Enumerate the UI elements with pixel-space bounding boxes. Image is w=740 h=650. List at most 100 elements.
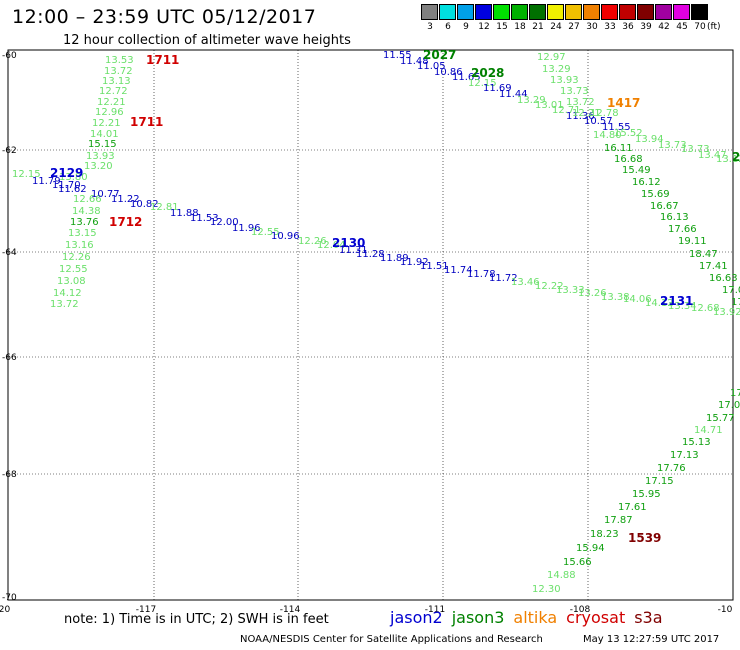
wave-height-value: 13.73 xyxy=(681,144,710,155)
colorbar-label: 39 xyxy=(640,22,652,32)
wave-height-value: 12.55 xyxy=(251,227,280,238)
wave-height-value: 13.93 xyxy=(86,151,115,162)
footer-credit: NOAA/NESDIS Center for Satellite Applica… xyxy=(240,634,543,645)
wave-height-value: 13.12 xyxy=(716,154,740,165)
wave-height-value: 14.01 xyxy=(90,129,119,140)
wave-height-value: 15.52 xyxy=(614,128,643,139)
wave-height-value: 12.30 xyxy=(532,584,561,595)
wave-height-value: 15.94 xyxy=(576,543,605,554)
colorbar-label: 36 xyxy=(622,22,634,32)
wave-height-value: 14.12 xyxy=(645,298,674,309)
wave-height-value: 12.68 xyxy=(691,303,720,314)
wave-height-value: 10.96 xyxy=(271,231,300,242)
pass-time-label: 2130 xyxy=(332,236,365,250)
wave-height-value: 15.66 xyxy=(563,557,592,568)
wave-height-value: 13.34 xyxy=(668,301,697,312)
wave-height-value: 17.15 xyxy=(645,476,674,487)
wave-height-value: 17.76 xyxy=(657,463,686,474)
wave-height-value: 12.97 xyxy=(537,52,566,63)
wave-height-value: 10.82 xyxy=(130,199,159,210)
wave-height-value: 12.00 xyxy=(210,217,239,228)
colorbar-label: 70 xyxy=(694,22,706,32)
wave-height-value: 11.78 xyxy=(467,269,496,280)
colorbar-unit: (ft) xyxy=(707,22,721,32)
pass-time-label: 2129 xyxy=(50,166,83,180)
wave-height-value: 12.15 xyxy=(468,78,497,89)
wave-height-value: 13.92 xyxy=(713,307,740,318)
wave-height-value: 13.01 xyxy=(535,100,564,111)
wave-height-value: 12.78 xyxy=(590,108,619,119)
lat-label: -68 xyxy=(2,470,17,480)
chart-title: 12:00 – 23:59 UTC 05/12/2017 xyxy=(12,6,317,28)
lat-label: -66 xyxy=(2,353,17,363)
wave-height-value: 12.55 xyxy=(59,264,88,275)
lon-label: -10 xyxy=(718,605,733,615)
wave-height-value: 17. xyxy=(730,388,740,399)
wave-height-value: 13.93 xyxy=(550,75,579,86)
colorbar-label: 9 xyxy=(463,22,469,32)
wave-height-value: 13.73 xyxy=(560,86,589,97)
wave-height-value: 13.33 xyxy=(556,285,585,296)
colorbar-swatch xyxy=(421,4,438,20)
wave-height-value: 15.49 xyxy=(622,165,651,176)
lat-label: -60 xyxy=(2,51,17,61)
wave-height-value: 19.11 xyxy=(678,236,707,247)
map-frame xyxy=(7,49,734,601)
chart-subtitle: 12 hour collection of altimeter wave hei… xyxy=(63,33,351,48)
wave-height-value: 11.22 xyxy=(111,194,140,205)
wave-height-value: 13.73 xyxy=(658,140,687,151)
colorbar-swatch xyxy=(511,4,528,20)
lat-label: -70 xyxy=(2,593,17,603)
wave-height-value: 13.38 xyxy=(601,292,630,303)
colorbar-swatch xyxy=(655,4,672,20)
wave-height-value: 13.53 xyxy=(105,55,134,66)
wave-height-value: 17.66 xyxy=(668,224,697,235)
colorbar-swatch xyxy=(547,4,564,20)
wave-height-value: 15.15 xyxy=(88,139,117,150)
lat-label: -62 xyxy=(2,146,17,156)
pass-time-label: 1417 xyxy=(607,96,640,110)
wave-height-value: 11.55 xyxy=(383,50,412,61)
colorbar-swatch xyxy=(475,4,492,20)
wave-height-value: 12.22 xyxy=(535,281,564,292)
wave-height-value: 13.76 xyxy=(70,217,99,228)
wave-height-value: 13.15 xyxy=(68,228,97,239)
legend-satellite: jason3 xyxy=(451,608,505,627)
pass-time-label: 1711 xyxy=(146,53,179,67)
lon-label: -120 xyxy=(0,605,10,615)
wave-height-value: 13.08 xyxy=(57,276,86,287)
map-grid xyxy=(8,50,733,600)
pass-time-label: 2028 xyxy=(471,66,504,80)
time-label-layer: 1711 1711 1712 2129 2027 2028 1417 2130 2131 1539… xyxy=(50,48,740,545)
wave-height-value: 11.51 xyxy=(420,261,449,272)
wave-height-value: 11.92 xyxy=(400,257,429,268)
wave-height-value: 13.46 xyxy=(511,277,540,288)
wave-height-value: 11.70 xyxy=(52,180,81,191)
wave-height-value: 15.77 xyxy=(706,413,735,424)
lon-label: -111 xyxy=(425,605,445,615)
wave-height-value: 12.72 xyxy=(99,86,128,97)
pass-time-label: 2131 xyxy=(660,294,693,308)
wave-height-value: 12.04 xyxy=(317,240,346,251)
legend-satellite: jason2 xyxy=(390,608,443,627)
wave-height-value: 14.12 xyxy=(53,288,82,299)
colorbar-swatch xyxy=(691,4,708,20)
colorbar-label: 30 xyxy=(586,22,598,32)
pass-time-label: 1539 xyxy=(628,531,661,545)
colorbar-swatch xyxy=(601,4,618,20)
colorbar-label: 42 xyxy=(658,22,670,32)
wave-height-value: 16.12 xyxy=(632,177,661,188)
wave-height-value: 11.28 xyxy=(356,249,385,260)
pass-time-label: 1712 xyxy=(109,215,142,229)
wave-height-value: 12.26 xyxy=(62,252,91,263)
colorbar-label: 3 xyxy=(427,22,433,32)
wave-height-value: 17.41 xyxy=(699,261,728,272)
colorbar-label: 27 xyxy=(568,22,580,32)
wave-height-value: 16.63 xyxy=(709,273,738,284)
colorbar-swatch xyxy=(457,4,474,20)
colorbar-swatch xyxy=(439,4,456,20)
wave-height-value: 12.21 xyxy=(92,118,121,129)
colorbar-swatch xyxy=(619,4,636,20)
wave-height-value: 13.72 xyxy=(104,66,133,77)
